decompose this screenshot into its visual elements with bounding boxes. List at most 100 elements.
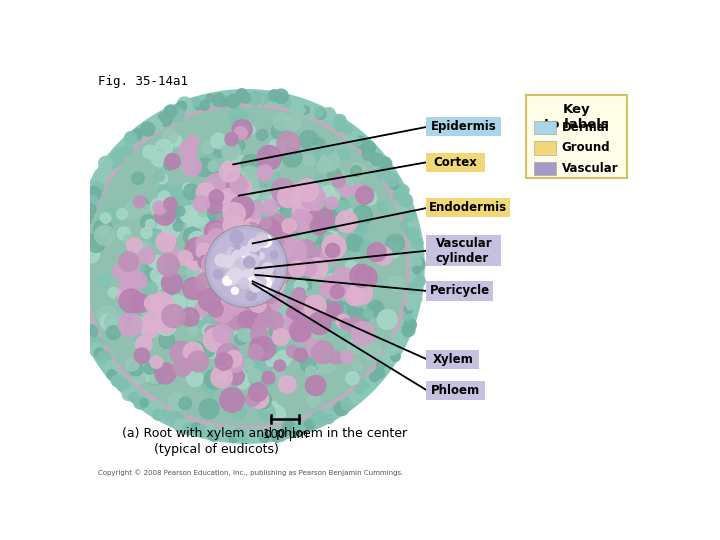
Ellipse shape	[294, 187, 312, 204]
Ellipse shape	[322, 273, 338, 290]
Ellipse shape	[205, 424, 214, 432]
Ellipse shape	[264, 304, 273, 313]
Ellipse shape	[234, 366, 247, 379]
Ellipse shape	[219, 253, 227, 261]
Ellipse shape	[238, 312, 254, 328]
Ellipse shape	[339, 184, 352, 197]
Ellipse shape	[252, 255, 258, 261]
Ellipse shape	[258, 93, 269, 104]
Ellipse shape	[242, 210, 260, 228]
Ellipse shape	[348, 397, 357, 406]
Ellipse shape	[354, 136, 366, 148]
Ellipse shape	[198, 255, 212, 269]
Text: Fig. 35-14a1: Fig. 35-14a1	[98, 75, 188, 88]
Ellipse shape	[164, 198, 177, 211]
Ellipse shape	[288, 103, 300, 114]
Ellipse shape	[307, 394, 320, 407]
Ellipse shape	[294, 221, 306, 234]
Ellipse shape	[283, 191, 297, 205]
Ellipse shape	[315, 109, 326, 119]
Ellipse shape	[220, 161, 240, 182]
Ellipse shape	[279, 376, 296, 393]
Ellipse shape	[276, 192, 294, 210]
Ellipse shape	[269, 315, 284, 330]
Ellipse shape	[77, 299, 87, 309]
Ellipse shape	[157, 254, 179, 276]
Ellipse shape	[117, 227, 130, 240]
Ellipse shape	[266, 214, 289, 237]
Ellipse shape	[330, 323, 341, 334]
Ellipse shape	[310, 218, 328, 235]
Ellipse shape	[404, 305, 413, 314]
Ellipse shape	[287, 295, 305, 312]
Ellipse shape	[220, 197, 230, 207]
Ellipse shape	[266, 354, 277, 366]
Ellipse shape	[205, 222, 220, 236]
Ellipse shape	[228, 247, 235, 254]
Ellipse shape	[91, 181, 104, 194]
Ellipse shape	[204, 227, 219, 242]
Ellipse shape	[233, 287, 257, 311]
Ellipse shape	[353, 206, 372, 225]
Ellipse shape	[223, 216, 243, 235]
Ellipse shape	[145, 295, 161, 312]
Ellipse shape	[149, 230, 161, 241]
Ellipse shape	[222, 252, 232, 262]
Ellipse shape	[185, 238, 208, 260]
Ellipse shape	[399, 194, 413, 207]
Ellipse shape	[260, 235, 281, 255]
Ellipse shape	[269, 406, 285, 422]
Ellipse shape	[195, 201, 210, 217]
Ellipse shape	[152, 120, 163, 131]
Ellipse shape	[336, 306, 350, 320]
Ellipse shape	[228, 298, 245, 315]
Ellipse shape	[195, 158, 214, 177]
Ellipse shape	[246, 181, 256, 191]
Ellipse shape	[213, 325, 232, 343]
Ellipse shape	[316, 411, 325, 421]
Ellipse shape	[408, 246, 418, 255]
Ellipse shape	[84, 203, 96, 215]
Ellipse shape	[91, 338, 104, 351]
Ellipse shape	[190, 275, 215, 299]
Ellipse shape	[274, 89, 288, 103]
Ellipse shape	[285, 116, 294, 125]
Ellipse shape	[269, 257, 284, 273]
Ellipse shape	[82, 209, 94, 220]
Ellipse shape	[246, 392, 260, 406]
Ellipse shape	[331, 302, 351, 321]
Ellipse shape	[162, 221, 179, 239]
Ellipse shape	[242, 365, 254, 377]
Ellipse shape	[243, 269, 251, 278]
Ellipse shape	[164, 159, 175, 170]
Ellipse shape	[120, 255, 140, 276]
Ellipse shape	[276, 132, 300, 155]
Ellipse shape	[208, 430, 219, 441]
Ellipse shape	[217, 200, 234, 216]
Ellipse shape	[246, 254, 259, 267]
Ellipse shape	[247, 237, 269, 259]
Ellipse shape	[217, 373, 226, 382]
Ellipse shape	[235, 332, 247, 345]
Ellipse shape	[130, 272, 147, 289]
Ellipse shape	[196, 190, 216, 210]
Ellipse shape	[106, 158, 117, 168]
Ellipse shape	[251, 303, 271, 324]
Ellipse shape	[78, 213, 91, 227]
Ellipse shape	[264, 377, 274, 387]
Ellipse shape	[282, 238, 300, 256]
Ellipse shape	[210, 265, 233, 287]
Ellipse shape	[346, 131, 358, 143]
Ellipse shape	[336, 201, 351, 217]
Ellipse shape	[70, 259, 78, 267]
Ellipse shape	[248, 179, 266, 197]
Ellipse shape	[305, 419, 315, 429]
Ellipse shape	[356, 208, 367, 219]
Ellipse shape	[349, 281, 372, 305]
Ellipse shape	[329, 170, 348, 188]
Ellipse shape	[183, 183, 192, 192]
Ellipse shape	[138, 241, 148, 251]
Ellipse shape	[396, 200, 408, 213]
Ellipse shape	[255, 233, 269, 246]
Ellipse shape	[186, 255, 202, 270]
